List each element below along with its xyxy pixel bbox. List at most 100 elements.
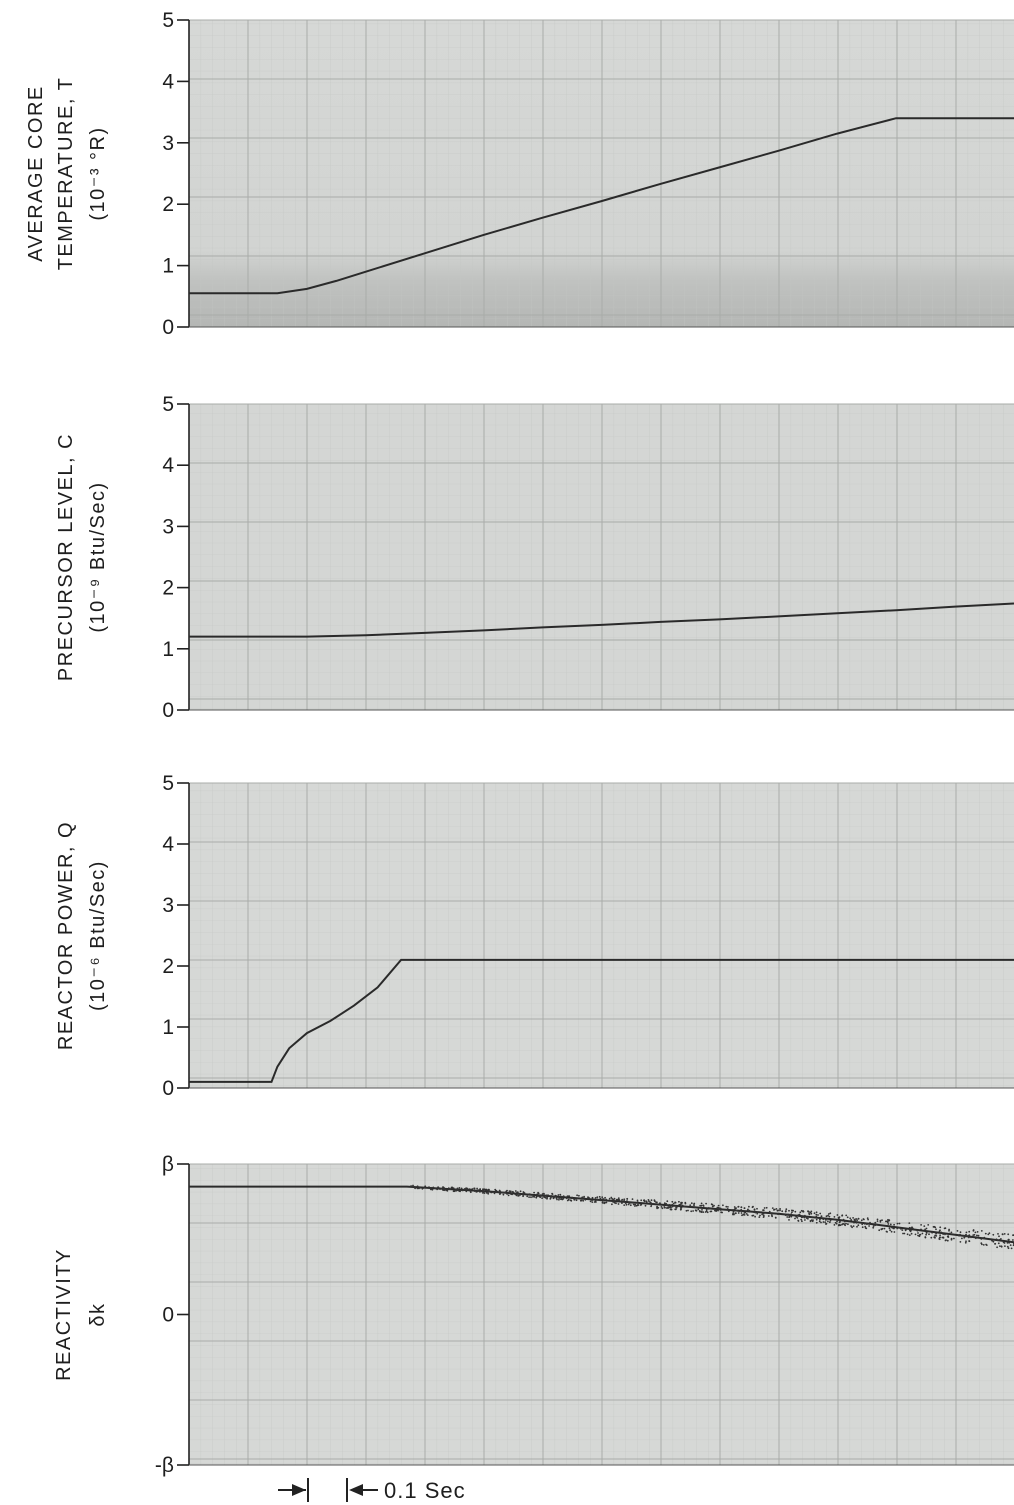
noise-dot — [479, 1189, 481, 1191]
noise-dot — [887, 1221, 889, 1223]
noise-dot — [665, 1203, 667, 1205]
y-tick-label: 0 — [162, 699, 174, 722]
noise-dot — [734, 1206, 736, 1208]
noise-dot — [905, 1230, 907, 1232]
noise-dot — [899, 1223, 901, 1225]
noise-dot — [942, 1233, 944, 1235]
noise-dot — [754, 1209, 756, 1211]
noise-dot — [850, 1219, 852, 1221]
noise-dot — [675, 1202, 677, 1204]
panels: 012345AVERAGE CORE TEMPERATURE, T (10⁻³ °R… — [25, 9, 1014, 1503]
noise-dot — [590, 1201, 592, 1203]
noise-dot — [844, 1224, 846, 1226]
noise-dot — [960, 1241, 962, 1243]
noise-dot — [628, 1202, 630, 1204]
noise-dot — [794, 1211, 796, 1213]
scale-label: 0.1 Sec — [384, 1478, 466, 1503]
noise-dot — [826, 1215, 828, 1217]
noise-dot — [466, 1188, 468, 1190]
noise-dot — [854, 1221, 856, 1223]
noise-dot — [645, 1205, 647, 1207]
noise-dot — [777, 1210, 779, 1212]
noise-dot — [663, 1205, 665, 1207]
noise-dot — [804, 1217, 806, 1219]
noise-dot — [568, 1195, 570, 1197]
noise-dot — [499, 1190, 501, 1192]
noise-dot — [1011, 1248, 1013, 1250]
noise-dot — [944, 1234, 946, 1236]
noise-dot — [695, 1209, 697, 1211]
noise-dot — [856, 1226, 858, 1228]
noise-dot — [898, 1227, 900, 1229]
noise-dot — [819, 1213, 821, 1215]
noise-dot — [816, 1211, 818, 1213]
noise-dot — [986, 1244, 988, 1246]
noise-dot — [559, 1194, 561, 1196]
y-tick-label: 1 — [162, 1016, 174, 1039]
noise-dot — [976, 1235, 978, 1237]
noise-dot — [705, 1203, 707, 1205]
noise-dot — [715, 1210, 717, 1212]
noise-dot — [567, 1200, 569, 1202]
noise-dot — [1008, 1239, 1010, 1241]
noise-dot — [558, 1199, 560, 1201]
noise-dot — [978, 1235, 980, 1237]
noise-dot — [797, 1217, 799, 1219]
noise-dot — [825, 1223, 827, 1225]
noise-dot — [621, 1199, 623, 1201]
noise-dot — [863, 1218, 865, 1220]
noise-dot — [637, 1200, 639, 1202]
noise-dot — [520, 1190, 522, 1192]
noise-dot — [634, 1204, 636, 1206]
noise-dot — [678, 1201, 680, 1203]
noise-dot — [939, 1238, 941, 1240]
noise-dot — [788, 1216, 790, 1218]
noise-dot — [801, 1210, 803, 1212]
noise-dot — [991, 1239, 993, 1241]
noise-dot — [837, 1214, 839, 1216]
noise-dot — [637, 1201, 639, 1203]
noise-dot — [917, 1230, 919, 1232]
noise-dot — [582, 1196, 584, 1198]
noise-dot — [697, 1209, 699, 1211]
y-tick-label: -β — [155, 1454, 174, 1477]
noise-dot — [459, 1190, 461, 1192]
noise-dot — [997, 1233, 999, 1235]
noise-dot — [763, 1215, 765, 1217]
noise-dot — [432, 1189, 434, 1191]
noise-dot — [1000, 1238, 1002, 1240]
noise-dot — [502, 1192, 504, 1194]
noise-dot — [442, 1189, 444, 1191]
noise-dot — [749, 1211, 751, 1213]
y-axis-label-line: AVERAGE CORE — [25, 85, 47, 262]
noise-dot — [741, 1214, 743, 1216]
noise-dot — [626, 1200, 628, 1202]
noise-dot — [728, 1210, 730, 1212]
noise-dot — [556, 1197, 558, 1199]
noise-dot — [799, 1214, 801, 1216]
noise-dot — [691, 1206, 693, 1208]
noise-dot — [998, 1242, 1000, 1244]
noise-dot — [476, 1190, 478, 1192]
noise-dot — [777, 1213, 779, 1215]
noise-dot — [451, 1187, 453, 1189]
noise-dot — [571, 1198, 573, 1200]
noise-dot — [592, 1197, 594, 1199]
noise-dot — [693, 1203, 695, 1205]
noise-dot — [602, 1202, 604, 1204]
noise-dot — [613, 1201, 615, 1203]
noise-dot — [923, 1225, 925, 1227]
noise-dot — [894, 1231, 896, 1233]
noise-dot — [841, 1214, 843, 1216]
noise-dot — [623, 1198, 625, 1200]
noise-dot — [626, 1198, 628, 1200]
noise-dot — [706, 1210, 708, 1212]
noise-dot — [558, 1194, 560, 1196]
noise-dot — [621, 1202, 623, 1204]
noise-dot — [1002, 1234, 1004, 1236]
noise-dot — [585, 1199, 587, 1201]
noise-dot — [687, 1210, 689, 1212]
noise-dot — [947, 1240, 949, 1242]
noise-dot — [539, 1196, 541, 1198]
noise-dot — [989, 1232, 991, 1234]
